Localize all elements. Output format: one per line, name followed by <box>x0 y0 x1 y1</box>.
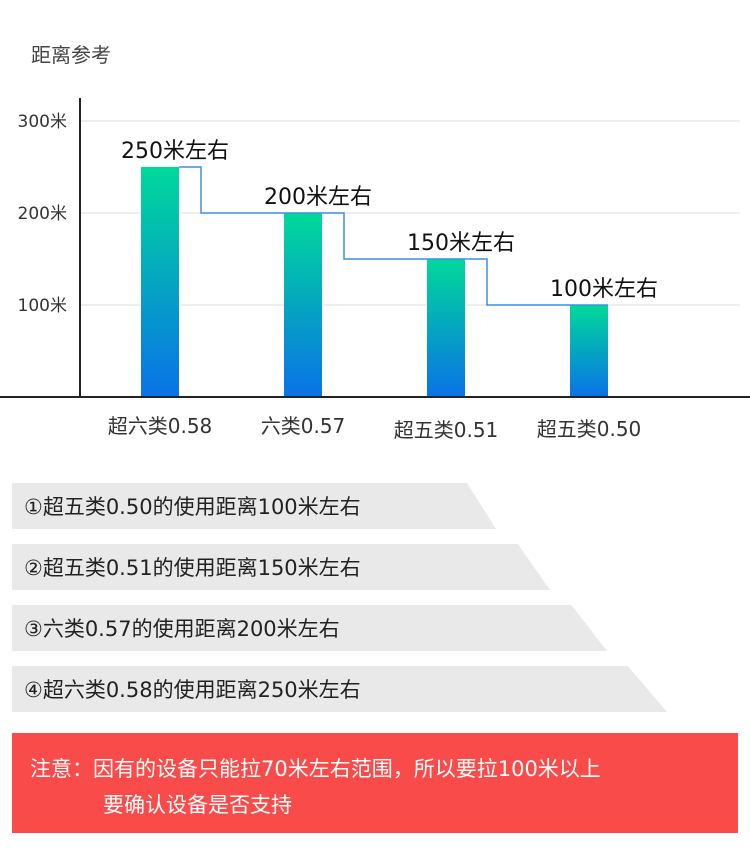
info-row-2: ②超五类0.51的使用距离150米左右 <box>12 544 550 590</box>
x-axis-categories: 超六类0.58 六类0.57 超五类0.51 超五类0.50 <box>108 414 642 442</box>
bar-value-label: 200米左右 <box>264 185 372 210</box>
bar-value-label: 100米左右 <box>550 277 658 302</box>
info-row-3: ③六类0.57的使用距离200米左右 <box>12 605 607 651</box>
bar <box>570 305 608 397</box>
gridlines <box>80 120 740 306</box>
info-row-2-text: ②超五类0.51的使用距离150米左右 <box>24 556 361 580</box>
notice-banner: 注意：因有的设备只能拉70米左右范围，所以要拉100米以上 要确认设备是否支持 <box>12 733 738 833</box>
x-category-label: 超五类0.51 <box>394 418 499 442</box>
bar <box>141 167 179 397</box>
x-category-label: 超六类0.58 <box>108 414 213 438</box>
info-row-1-text: ①超五类0.50的使用距离100米左右 <box>24 495 361 519</box>
distance-chart: 距离参考 100米 200米 300米 250米左右 200米左右 150米左右 100米… <box>0 43 750 442</box>
info-row-3-text: ③六类0.57的使用距离200米左右 <box>24 617 340 641</box>
y-axis-ticks: 100米 200米 300米 <box>18 112 67 316</box>
bars <box>141 167 608 397</box>
bar-value-label: 150米左右 <box>407 231 515 256</box>
y-tick-label: 200米 <box>18 204 67 224</box>
chart-title: 距离参考 <box>31 43 111 67</box>
bar-value-label: 250米左右 <box>121 139 229 164</box>
y-tick-label: 100米 <box>18 296 67 316</box>
info-row-1: ①超五类0.50的使用距离100米左右 <box>12 483 496 529</box>
bar <box>427 259 465 397</box>
x-category-label: 六类0.57 <box>261 414 346 438</box>
step-connector-line <box>179 166 608 306</box>
info-row-4: ④超六类0.58的使用距离250米左右 <box>12 666 667 712</box>
y-tick-label: 300米 <box>18 112 67 132</box>
x-category-label: 超五类0.50 <box>537 417 642 441</box>
step-line <box>179 166 608 306</box>
bar <box>284 213 322 397</box>
notice-line-2: 要确认设备是否支持 <box>103 793 292 817</box>
info-row-4-text: ④超六类0.58的使用距离250米左右 <box>24 678 361 702</box>
notice-line-1: 注意：因有的设备只能拉70米左右范围，所以要拉100米以上 <box>30 757 601 781</box>
data-labels: 250米左右 200米左右 150米左右 100米左右 <box>121 139 658 302</box>
